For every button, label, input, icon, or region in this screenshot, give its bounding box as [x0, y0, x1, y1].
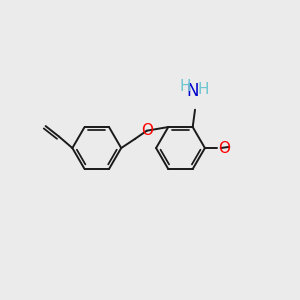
Text: O: O [141, 123, 153, 138]
Text: N: N [186, 82, 199, 100]
Text: O: O [218, 140, 230, 155]
Text: H: H [197, 82, 209, 97]
Text: H: H [180, 79, 191, 94]
